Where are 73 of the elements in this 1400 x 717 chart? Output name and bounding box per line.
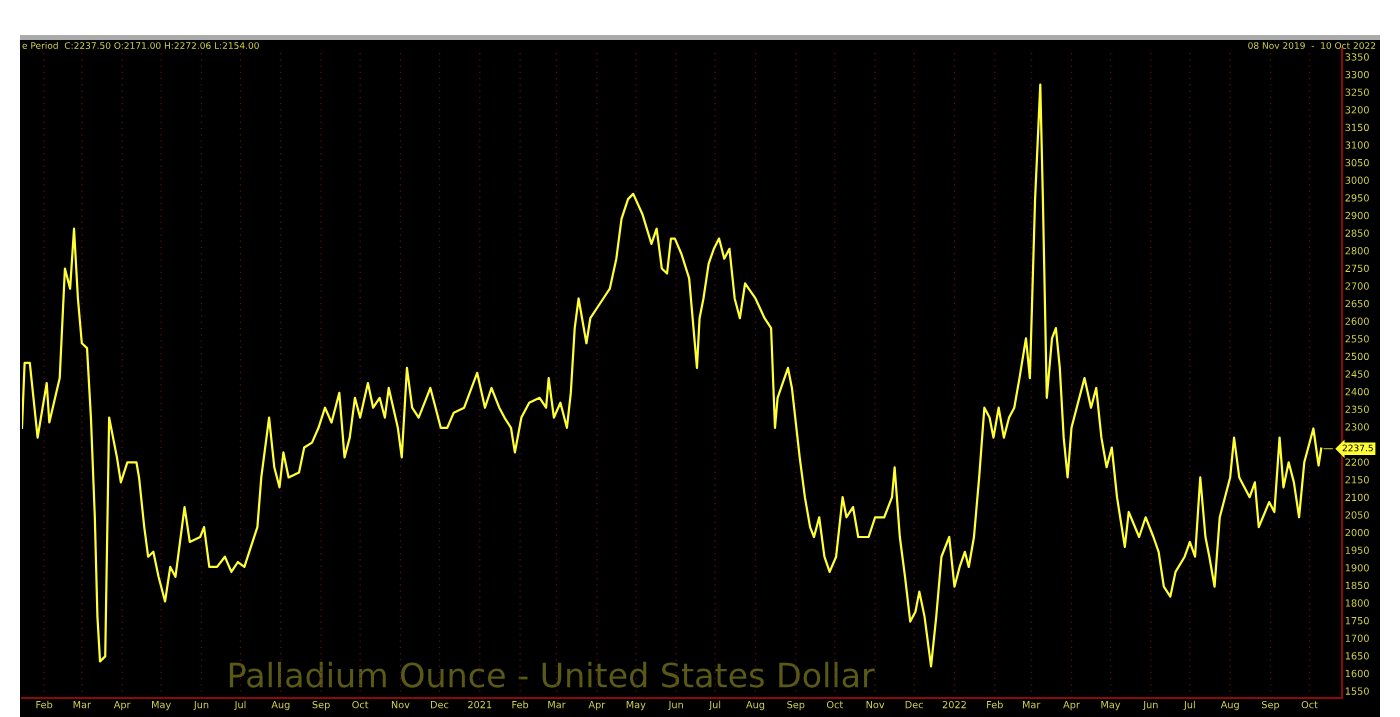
y-tick-label: 2150 bbox=[1345, 476, 1369, 484]
x-tick-label: May bbox=[626, 701, 646, 711]
y-tick-label: 2450 bbox=[1345, 370, 1369, 378]
y-tick-label: 2350 bbox=[1345, 405, 1369, 413]
y-tick-label: 1600 bbox=[1345, 669, 1369, 678]
x-tick-label: Apr bbox=[588, 701, 606, 711]
y-tick-label: 2050 bbox=[1345, 511, 1369, 519]
x-tick-label: Mar bbox=[1022, 701, 1041, 709]
x-tick-label: Aug bbox=[746, 701, 765, 711]
y-tick-label: 1850 bbox=[1345, 581, 1369, 590]
x-tick-label: Jul bbox=[708, 700, 721, 711]
x-tick-label: Feb bbox=[987, 700, 1003, 709]
annotation: 08 Nov 2019 - 10 Oct 2022 bbox=[1248, 42, 1376, 49]
y-tick-label: 3250 bbox=[1345, 88, 1369, 96]
x-tick-label: Jun bbox=[668, 701, 683, 711]
y-tick-label: 1750 bbox=[1345, 616, 1369, 625]
x-tick-label: Dec bbox=[431, 701, 449, 709]
x-tick-label: Sep bbox=[312, 700, 330, 711]
x-tick-label: Nov bbox=[391, 701, 410, 709]
y-tick-label: 2700 bbox=[1345, 282, 1369, 290]
x-tick-label: Dec bbox=[905, 701, 923, 709]
x-tick-label: Nov bbox=[866, 701, 885, 709]
x-tick-label: Mar bbox=[548, 701, 566, 709]
y-tick-label: 3300 bbox=[1345, 70, 1369, 79]
x-tick-label: Apr bbox=[1063, 701, 1080, 711]
x-tick-label: Oct bbox=[826, 700, 843, 709]
y-tick-label: 2550 bbox=[1345, 335, 1369, 343]
y-tick-label: 2650 bbox=[1345, 299, 1369, 308]
x-tick-label: Apr bbox=[113, 701, 131, 711]
x-tick-label: 2021 bbox=[468, 700, 492, 709]
y-tick-label: 2200 bbox=[1345, 458, 1369, 466]
y-tick-label: 1650 bbox=[1345, 652, 1369, 660]
text: Palladium Ounce - United States Dollar bbox=[229, 661, 875, 688]
y-tick-label: 1550 bbox=[1345, 687, 1369, 695]
x-tick-label: 2022 bbox=[942, 700, 966, 709]
y-tick-label: 3350 bbox=[1345, 53, 1369, 61]
y-tick-label: 2850 bbox=[1345, 229, 1369, 237]
x-tick-label: Feb bbox=[36, 700, 53, 709]
x-tick-label: Sep bbox=[787, 700, 805, 711]
x-tick-label: Jul bbox=[234, 700, 246, 711]
y-tick-label: 3200 bbox=[1345, 106, 1369, 114]
y-tick-label: 2500 bbox=[1345, 352, 1369, 361]
y-tick-label: 2800 bbox=[1345, 247, 1369, 255]
y-tick-label: 3000 bbox=[1345, 176, 1369, 184]
y-tick-label: 2900 bbox=[1345, 211, 1369, 220]
annotation: e Period C:2237.50 O:2171.00 H:2272.06 L:2154.00 bbox=[22, 42, 259, 49]
y-tick-label: 1800 bbox=[1345, 599, 1369, 607]
y-tick-label: 2750 bbox=[1345, 264, 1369, 273]
y-tick-label: 2000 bbox=[1345, 528, 1369, 537]
y-tick-label: 2300 bbox=[1345, 423, 1369, 431]
x-tick-label: Aug bbox=[1220, 701, 1239, 711]
annotation: 2237.5 bbox=[1342, 444, 1373, 452]
x-tick-label: Jun bbox=[1142, 701, 1158, 711]
x-tick-label: Sep bbox=[1261, 700, 1280, 711]
y-tick-label: 1700 bbox=[1345, 634, 1369, 642]
x-tick-label: Mar bbox=[73, 701, 91, 709]
y-tick-label: 1900 bbox=[1345, 564, 1369, 572]
x-tick-label: May bbox=[1101, 701, 1121, 711]
y-tick-label: 2400 bbox=[1345, 387, 1369, 396]
y-tick-label: 3150 bbox=[1345, 123, 1369, 132]
x-tick-label: May bbox=[152, 701, 171, 711]
y-tick-label: 3100 bbox=[1345, 141, 1369, 149]
x-tick-label: Jun bbox=[193, 701, 209, 711]
x-tick-label: Aug bbox=[271, 701, 290, 711]
x-tick-label: Oct bbox=[352, 700, 369, 709]
x-tick-label: Feb bbox=[512, 700, 529, 709]
x-tick-label: Jul bbox=[1183, 700, 1195, 711]
y-tick-label: 3050 bbox=[1345, 158, 1369, 167]
x-tick-label: Oct bbox=[1301, 700, 1318, 709]
y-tick-label: 2100 bbox=[1345, 493, 1369, 502]
y-tick-label: 2600 bbox=[1345, 317, 1369, 325]
y-tick-label: 2950 bbox=[1345, 194, 1369, 202]
y-tick-label: 1950 bbox=[1345, 546, 1369, 554]
